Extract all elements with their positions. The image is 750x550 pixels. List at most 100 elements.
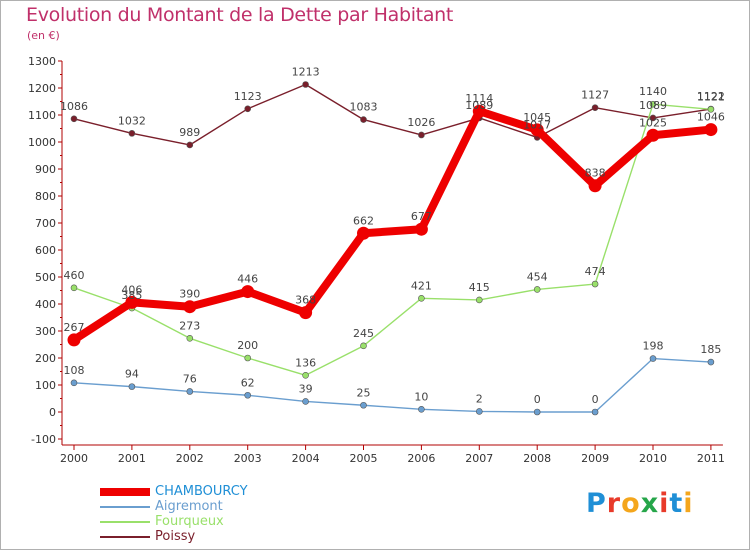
series-poissy: [70, 81, 715, 149]
logo-letter: i: [659, 488, 670, 519]
x-tick-label: 2004: [292, 452, 320, 465]
legend-item-aigremont: Aigremont: [100, 500, 223, 514]
data-label: 1089: [639, 99, 667, 112]
y-tick-label: 1200: [28, 82, 56, 95]
series-layer: [67, 81, 718, 416]
data-label: 1114: [465, 92, 493, 105]
data-label: 454: [527, 270, 548, 283]
x-tick-label: 2003: [234, 452, 262, 465]
data-point: [186, 141, 194, 149]
data-label: 1121: [697, 90, 725, 103]
legend-swatch: [100, 506, 150, 508]
legend-label: CHAMBOURCY: [155, 484, 248, 499]
data-point: [418, 295, 425, 302]
data-label: 76: [183, 372, 197, 385]
x-tick-label: 2009: [581, 452, 609, 465]
data-label: 0: [592, 393, 599, 406]
chart-unit: (en €): [27, 29, 60, 42]
data-label: 1025: [639, 116, 667, 129]
data-label: 94: [125, 368, 139, 381]
data-label: 421: [411, 279, 432, 292]
data-point: [299, 306, 313, 320]
data-label: 1122: [697, 90, 725, 103]
y-tick-label: 600: [35, 244, 56, 257]
data-label: 1123: [234, 90, 262, 103]
data-point: [475, 296, 483, 304]
y-tick-label: 500: [35, 271, 56, 284]
data-label: 1032: [118, 114, 146, 127]
legend-item-poissy: Poissy: [100, 530, 195, 544]
data-label: 267: [64, 321, 85, 334]
y-tick-label: 300: [35, 325, 56, 338]
data-label: 1045: [523, 111, 551, 124]
x-tick-label: 2008: [523, 452, 551, 465]
data-label: 273: [179, 319, 200, 332]
data-point: [241, 285, 255, 299]
series-fourqueux: [70, 100, 715, 379]
data-label: 662: [353, 214, 374, 227]
data-label: 136: [295, 356, 316, 369]
y-tick-label: 800: [35, 190, 56, 203]
data-point: [244, 105, 251, 113]
data-label: 1086: [60, 100, 88, 113]
data-point: [707, 106, 715, 113]
y-tick-label: -100: [31, 433, 56, 446]
data-label: 200: [237, 339, 258, 352]
data-label: 62: [241, 376, 255, 389]
data-point: [591, 280, 599, 288]
data-point: [183, 300, 197, 314]
series-chambourcy: [67, 104, 718, 347]
data-label: 474: [585, 265, 606, 278]
data-point: [360, 342, 367, 350]
series-aigremont: [70, 355, 715, 416]
data-label: 25: [357, 386, 371, 399]
legend-item-chambourcy: CHAMBOURCY: [100, 485, 248, 499]
x-tick-label: 2005: [350, 452, 378, 465]
logo-letter: P: [586, 488, 607, 519]
data-point: [533, 286, 541, 293]
legend-item-fourqueux: Fourqueux: [100, 515, 224, 529]
data-label: 989: [179, 126, 200, 139]
data-point: [707, 358, 715, 366]
series-line-aigremont: [73, 357, 712, 413]
x-tick-label: 2006: [407, 452, 435, 465]
chart-axes: -100010020030040050060070080090010001100…: [28, 55, 725, 465]
y-tick-label: 1000: [28, 136, 56, 149]
chart-title: Evolution du Montant de la Dette par Hab…: [26, 4, 454, 26]
y-tick-label: 900: [35, 163, 56, 176]
data-point: [302, 398, 309, 405]
data-label: 1026: [407, 116, 435, 129]
data-point: [128, 383, 136, 390]
data-label: 1046: [697, 111, 725, 124]
logo-letter: i: [683, 488, 694, 519]
data-label: 390: [179, 288, 200, 301]
data-point: [186, 334, 194, 342]
y-tick-label: 1300: [28, 55, 56, 68]
data-point: [128, 130, 136, 137]
data-point: [472, 104, 486, 118]
data-point: [302, 371, 309, 379]
data-point: [704, 123, 718, 137]
data-label: 2: [476, 392, 483, 405]
data-label: 198: [643, 340, 664, 353]
data-point: [649, 100, 657, 108]
data-label: 0: [534, 393, 541, 406]
data-point: [70, 115, 78, 123]
data-point: [530, 123, 544, 137]
data-point: [360, 401, 367, 409]
data-point: [591, 408, 599, 416]
data-point: [649, 355, 657, 362]
series-line-fourqueux: [73, 103, 712, 376]
y-tick-label: 700: [35, 217, 56, 230]
data-point: [649, 114, 657, 122]
data-label: 1127: [581, 89, 609, 102]
data-point: [302, 81, 309, 88]
data-label: 1017: [523, 118, 551, 131]
data-point: [357, 226, 370, 240]
x-tick-label: 2010: [639, 452, 667, 465]
logo-letter: r: [606, 488, 622, 519]
data-point: [414, 222, 428, 236]
data-point: [70, 284, 78, 292]
data-label: 415: [469, 281, 490, 294]
